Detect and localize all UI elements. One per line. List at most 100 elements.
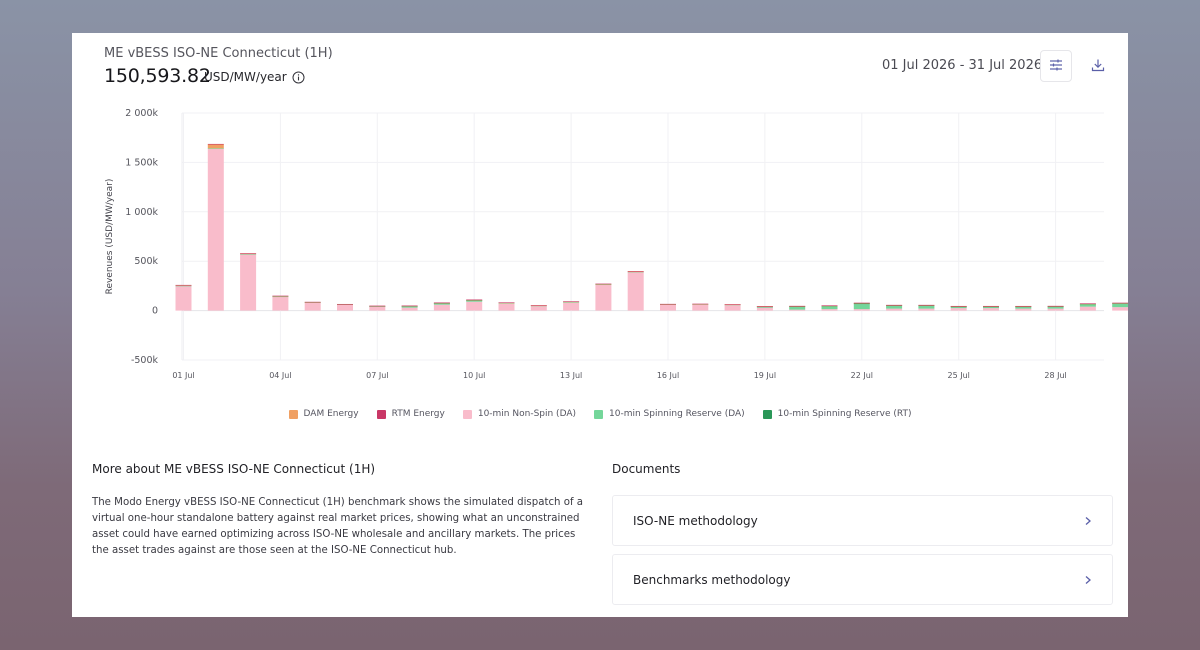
bar-spin_da xyxy=(175,285,192,287)
bar-rtm xyxy=(886,304,903,306)
bar-spin_da xyxy=(272,296,289,298)
bar-rtm xyxy=(983,305,999,307)
bar-spin_da xyxy=(918,305,935,309)
benchmark-unit: USD/MW/year xyxy=(204,70,287,84)
bar-spin_da xyxy=(853,304,870,310)
bar-rtm xyxy=(1112,302,1128,304)
bar-nonspin xyxy=(530,306,547,311)
legend-swatch xyxy=(462,409,472,419)
x-tick-label: 16 Jul xyxy=(657,371,679,380)
bar-nonspin xyxy=(886,308,903,311)
bar-rtm xyxy=(789,305,806,307)
bar-nonspin xyxy=(950,308,967,311)
bar-spin_da xyxy=(789,306,806,310)
legend-label: RTM Energy xyxy=(391,409,445,419)
bar-dam xyxy=(627,271,644,273)
bar-rtm xyxy=(950,305,967,307)
bar-rtm xyxy=(272,295,289,297)
x-tick-label: 01 Jul xyxy=(172,371,194,380)
bar-spin_da xyxy=(886,305,903,309)
document-iso-ne-methodology[interactable]: ISO-NE methodology xyxy=(612,495,1113,546)
bar-spin_da xyxy=(1047,306,1064,309)
y-tick-label: 1 000k xyxy=(125,207,158,218)
bar-spin_da xyxy=(563,301,580,303)
bar-nonspin xyxy=(627,272,644,311)
legend-swatch xyxy=(288,409,298,419)
legend-item[interactable]: 10-min Non-Spin (DA) xyxy=(462,409,577,419)
bar-nonspin xyxy=(207,148,224,311)
bar-rtm xyxy=(401,305,418,307)
bar-nonspin xyxy=(983,308,999,311)
y-axis-label: Revenues (USD/MW/year) xyxy=(105,179,115,295)
legend-item[interactable]: 10-min Spinning Reserve (DA) xyxy=(594,409,745,419)
bar-rtm xyxy=(466,299,483,301)
bar-spin_rt xyxy=(853,303,870,305)
download-button[interactable] xyxy=(1082,50,1114,82)
chart-legend: DAM Energy RTM Energy 10-min Non-Spin (DA)… xyxy=(72,409,1128,419)
bar-spin_da xyxy=(595,284,612,286)
legend-label: DAM Energy xyxy=(303,409,359,419)
bar-nonspin xyxy=(918,308,935,311)
bar-nonspin xyxy=(433,304,450,311)
bar-rtm xyxy=(1015,305,1032,307)
bar-rtm xyxy=(175,284,192,286)
legend-item[interactable]: RTM Energy xyxy=(376,409,445,419)
legend-swatch xyxy=(376,409,386,419)
bar-rtm xyxy=(530,305,547,306)
bar-nonspin xyxy=(304,302,321,311)
bar-nonspin xyxy=(401,307,418,311)
bar-spin_da xyxy=(950,306,967,309)
bar-nonspin xyxy=(595,284,612,311)
legend-item[interactable]: 10-min Spinning Reserve (RT) xyxy=(762,409,911,419)
bar-rtm xyxy=(756,306,773,307)
x-tick-label: 07 Jul xyxy=(366,371,388,380)
bar-rtm xyxy=(918,304,935,306)
bar-spin_da xyxy=(207,148,224,149)
y-tick-label: -500k xyxy=(131,355,159,366)
bar-nonspin xyxy=(724,305,741,311)
revenue-chart: 2 000k 1 500k 1 000k 500k 0 -500k 01 Jul 04 Jul… xyxy=(105,108,1128,380)
bar-spin_da xyxy=(1079,304,1096,307)
legend-label: 10-min Non-Spin (DA) xyxy=(477,409,577,419)
y-tick-label: 2 000k xyxy=(125,108,158,119)
bar-rtm xyxy=(595,283,612,285)
chevron-right-icon xyxy=(1084,575,1092,585)
bar-rtm xyxy=(369,305,386,307)
x-tick-label: 10 Jul xyxy=(463,371,485,380)
bar-nonspin xyxy=(756,307,773,311)
document-benchmarks-methodology[interactable]: Benchmarks methodology xyxy=(612,554,1113,605)
bar-nonspin xyxy=(821,309,838,311)
bar-spin_da xyxy=(433,303,450,305)
more-about-title: More about ME vBESS ISO-NE Connecticut (… xyxy=(92,462,376,476)
bar-dam xyxy=(207,144,224,149)
x-tick-label: 28 Jul xyxy=(1044,371,1066,380)
bar-rtm xyxy=(304,301,321,303)
bar-spin_da xyxy=(1112,303,1128,308)
bar-nonspin xyxy=(660,304,676,311)
bar-rtm xyxy=(498,302,515,303)
bar-nonspin xyxy=(1112,307,1128,311)
bar-nonspin xyxy=(692,304,709,311)
legend-item[interactable]: DAM Energy xyxy=(288,409,359,419)
bar-rtm xyxy=(853,302,870,304)
bar-nonspin xyxy=(272,296,289,311)
document-label: ISO-NE methodology xyxy=(633,513,758,528)
bar-nonspin xyxy=(337,304,353,311)
legend-swatch xyxy=(594,409,604,419)
x-tick-label: 04 Jul xyxy=(269,371,291,380)
y-tick-label: 1 500k xyxy=(125,157,158,168)
bar-dam xyxy=(595,284,612,285)
bar-rtm xyxy=(433,302,450,304)
x-tick-label: 22 Jul xyxy=(851,371,873,380)
bar-rtm xyxy=(337,303,353,305)
date-range-picker[interactable]: 01 Jul 2026 - 31 Jul 2026 xyxy=(882,58,1043,73)
bar-nonspin xyxy=(789,309,806,311)
bar-spin_da xyxy=(401,306,418,308)
download-icon xyxy=(1091,57,1105,76)
bar-rtm xyxy=(240,253,257,254)
bar-nonspin xyxy=(369,306,386,311)
legend-label: 10-min Spinning Reserve (DA) xyxy=(609,409,745,419)
legend-swatch xyxy=(762,409,772,419)
filter-button[interactable] xyxy=(1040,50,1072,82)
info-icon[interactable] xyxy=(292,69,305,84)
